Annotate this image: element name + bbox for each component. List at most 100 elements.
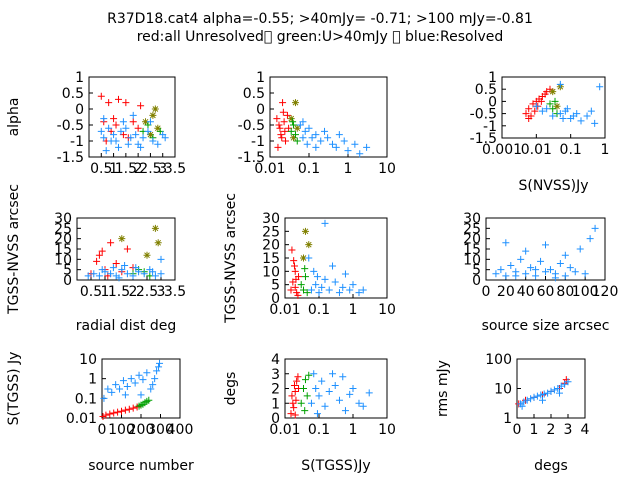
data-point: [97, 127, 105, 135]
data-point: [363, 143, 371, 151]
data-point: [313, 273, 321, 281]
y-tick-label: 0: [63, 273, 72, 289]
x-tick-label: 2: [547, 422, 556, 438]
y-axis-label: TGSS-NVSS arcsec: [6, 184, 22, 315]
data-point: [538, 107, 546, 115]
data-point: [151, 224, 159, 232]
data-point: [310, 267, 318, 275]
data-point: [112, 259, 120, 267]
data-point: [281, 127, 289, 135]
data-point: [531, 107, 539, 115]
data-point: [282, 137, 290, 145]
x-tick-label: 1: [349, 422, 358, 438]
series-olive: [142, 105, 162, 139]
data-point: [315, 289, 323, 297]
data-point: [532, 272, 540, 280]
data-point: [537, 97, 545, 105]
data-point: [512, 272, 520, 280]
x-tick-label: 0.001: [482, 142, 522, 158]
data-point: [117, 127, 125, 135]
data-point: [502, 272, 510, 280]
y-tick-label: 5: [271, 278, 280, 294]
data-point: [301, 273, 309, 281]
data-point: [151, 375, 159, 383]
data-point: [308, 134, 316, 142]
series-red: [273, 99, 293, 151]
y-tick-label: 20: [54, 232, 72, 248]
data-point: [289, 399, 297, 407]
data-point: [346, 390, 354, 398]
x-tick-label: 1: [101, 284, 110, 300]
data-point: [299, 134, 307, 142]
data-point: [546, 100, 554, 108]
data-point: [561, 251, 569, 259]
x-tick-label: 2.5: [139, 161, 161, 177]
data-point: [274, 143, 282, 151]
y-axis-label: degs: [223, 372, 239, 406]
x-tick-label: 0.5: [80, 284, 102, 300]
x-tick-label: 100: [108, 422, 135, 438]
data-point: [291, 283, 299, 291]
data-point: [518, 402, 526, 410]
series-blue: [307, 370, 373, 418]
data-point: [305, 254, 313, 262]
data-point: [146, 131, 154, 139]
x-tick-label: 0.01: [269, 422, 300, 438]
data-point: [349, 385, 357, 392]
data-point: [291, 99, 299, 107]
x-tick-label: 40: [517, 284, 535, 300]
x-tick-label: 300: [147, 422, 174, 438]
x-tick-label: 3.5: [164, 284, 186, 300]
data-point: [549, 88, 557, 96]
data-point: [129, 272, 137, 280]
y-tick-label: 15: [54, 242, 72, 258]
data-point: [566, 264, 574, 272]
y-tick-label: -0.5: [238, 118, 265, 134]
x-tick-label: 0.5: [90, 161, 112, 177]
data-point: [525, 114, 533, 122]
data-point: [321, 127, 329, 135]
data-point: [134, 124, 142, 132]
data-point: [288, 246, 296, 254]
y-tick-label: 5: [472, 263, 481, 279]
x-tick-label: 3: [564, 422, 573, 438]
data-point: [344, 147, 352, 155]
x-tick-label: 0: [513, 422, 522, 438]
y-tick-label: 4: [271, 352, 280, 368]
data-point: [289, 134, 297, 142]
y-tick-label: 0: [75, 102, 84, 118]
x-tick-label: 0: [98, 422, 107, 438]
data-point: [301, 227, 309, 235]
data-point: [332, 143, 340, 151]
data-point: [290, 262, 298, 270]
data-point: [355, 289, 363, 297]
data-point: [139, 376, 147, 384]
data-point: [98, 266, 106, 274]
x-tick-label: 4: [581, 422, 590, 438]
y-axis-label: TGSS-NVSS arcsec: [223, 193, 239, 324]
data-point: [520, 398, 528, 406]
y-tick-label: 0.1: [75, 391, 97, 407]
data-point: [102, 147, 110, 155]
y-axis-label: alpha: [6, 98, 22, 137]
data-point: [492, 270, 500, 278]
data-point: [517, 255, 525, 263]
data-point: [527, 264, 535, 272]
series-blue: [100, 359, 164, 402]
figure-title-line2: red:all Unresolved  green:U>40mJy   blue…: [137, 29, 504, 45]
data-point: [154, 239, 162, 247]
data-point: [341, 270, 349, 278]
data-point: [564, 378, 572, 386]
data-point: [301, 127, 309, 135]
data-point: [543, 105, 551, 113]
y-tick-label: 30: [262, 211, 280, 227]
data-point: [125, 405, 133, 413]
data-point: [532, 102, 540, 110]
y-tick-label: 1: [488, 70, 497, 86]
series-blue: [532, 80, 604, 127]
data-point: [312, 131, 320, 139]
x-tick-label: 1.5: [108, 284, 130, 300]
data-point: [556, 389, 563, 397]
